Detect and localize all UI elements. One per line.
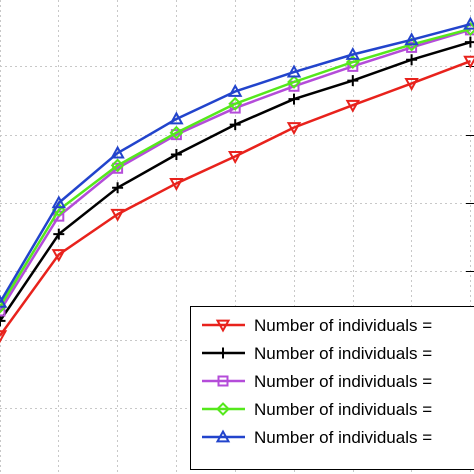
series-line xyxy=(0,22,471,304)
series-2 xyxy=(0,36,474,327)
data-point xyxy=(0,315,6,327)
data-point xyxy=(404,32,419,46)
data-point xyxy=(170,149,182,161)
data-point xyxy=(228,83,243,97)
legend-label: Number of individuals = xyxy=(254,400,432,419)
series-line xyxy=(0,59,471,337)
legend-marker xyxy=(215,429,231,443)
legend-item-5: Number of individuals = xyxy=(202,428,432,447)
legend: Number of individuals = Number of individ… xyxy=(190,306,474,470)
data-point xyxy=(288,93,300,105)
series-5 xyxy=(0,16,474,308)
legend-marker xyxy=(215,319,231,333)
data-point xyxy=(169,125,184,140)
legend-item-3: Number of individuals = xyxy=(202,372,432,391)
data-point xyxy=(110,158,125,173)
legend-label: Number of individuals = xyxy=(254,428,432,447)
legend-marker xyxy=(216,402,230,416)
data-point xyxy=(229,119,241,131)
data-point xyxy=(404,78,419,91)
data-point xyxy=(0,305,6,317)
legend-label: Number of individuals = xyxy=(254,372,432,391)
series-line xyxy=(0,27,471,308)
data-point xyxy=(463,16,474,30)
legend-label: Number of individuals = xyxy=(254,316,432,335)
data-point xyxy=(228,96,243,111)
data-point xyxy=(51,249,66,263)
legend-item-4: Number of individuals = xyxy=(202,400,432,419)
data-point xyxy=(406,41,418,53)
legend-box xyxy=(190,306,474,470)
legend-marker xyxy=(217,347,229,359)
data-point xyxy=(110,208,125,222)
legend-marker xyxy=(217,375,229,387)
data-point xyxy=(169,111,184,125)
legend-item-1: Number of individuals = xyxy=(202,316,432,335)
data-point xyxy=(347,75,359,87)
data-point xyxy=(110,145,125,159)
data-point xyxy=(0,330,8,344)
data-point xyxy=(51,195,66,209)
data-point xyxy=(345,99,360,113)
data-point xyxy=(286,64,302,78)
data-point xyxy=(53,228,65,240)
series-1 xyxy=(0,55,474,344)
data-point xyxy=(0,294,8,308)
data-point xyxy=(112,182,124,194)
data-point xyxy=(345,46,360,60)
data-point xyxy=(463,55,474,69)
data-point xyxy=(169,178,184,191)
series-group xyxy=(0,16,474,344)
data-point xyxy=(286,122,302,136)
data-point xyxy=(464,36,474,48)
legend-item-2: Number of individuals = xyxy=(202,344,432,363)
data-point xyxy=(228,151,243,164)
data-point xyxy=(406,54,418,66)
data-point xyxy=(287,75,301,89)
data-point xyxy=(345,55,360,70)
legend-label: Number of individuals = xyxy=(254,344,432,363)
